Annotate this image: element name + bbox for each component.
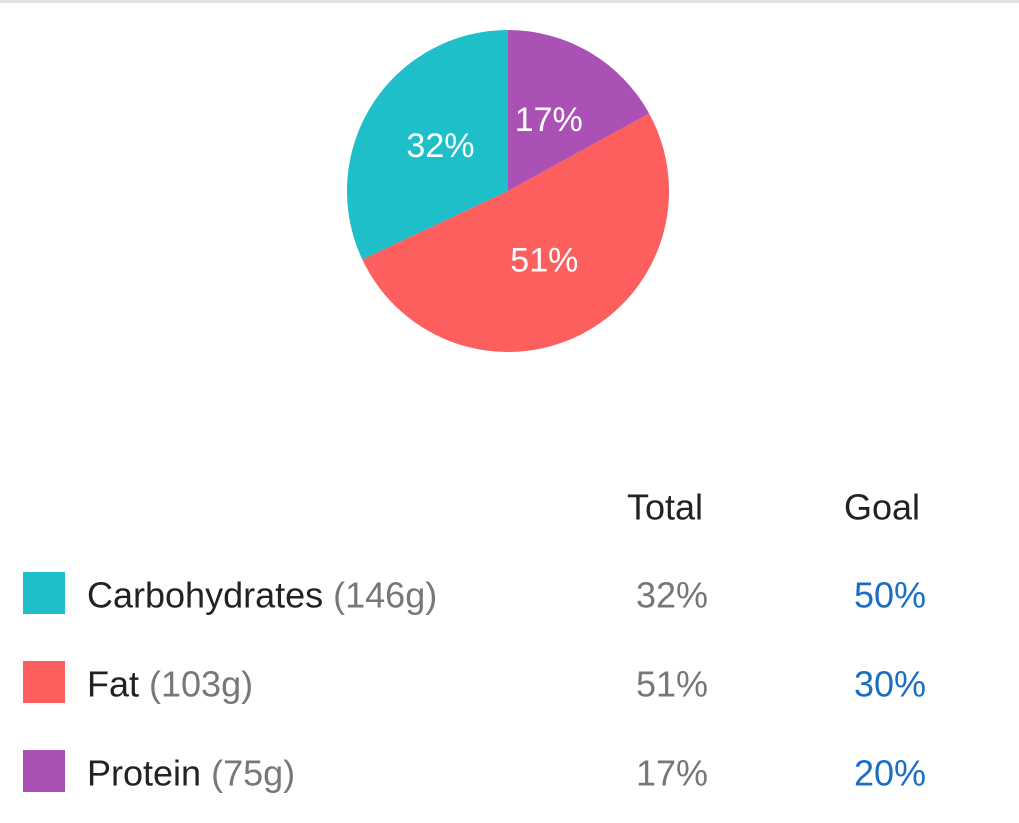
total-percent: 51% xyxy=(636,664,708,705)
total-percent: 17% xyxy=(636,753,708,794)
macro-name: Carbohydrates xyxy=(87,575,323,616)
legend-swatch xyxy=(23,661,65,703)
slice-label: 32% xyxy=(406,127,474,165)
macro-name: Protein xyxy=(87,753,201,794)
slice-label: 17% xyxy=(515,101,583,139)
pie-slice xyxy=(346,30,508,260)
legend-swatch xyxy=(23,572,65,614)
goal-percent: 30% xyxy=(854,664,926,705)
macro-amount: (75g) xyxy=(211,753,295,794)
total-percent: 32% xyxy=(636,575,708,616)
column-header: Total xyxy=(627,487,703,528)
legend-swatch xyxy=(23,750,65,792)
goal-percent: 20% xyxy=(854,753,926,794)
table-rows: Carbohydrates (146g) 32% 50% Fat (103g) 51% 30%… xyxy=(23,572,926,794)
macro-amount: (146g) xyxy=(333,575,437,616)
slice-label: 51% xyxy=(510,241,578,279)
pie-chart: 32% 51% 17% xyxy=(346,30,670,353)
goal-percent: 50% xyxy=(854,575,926,616)
top-border xyxy=(0,0,1019,3)
pie-slice xyxy=(362,113,670,353)
macro-name: Fat xyxy=(87,664,139,705)
column-header: Goal xyxy=(844,487,920,528)
macro-amount: (103g) xyxy=(149,664,253,705)
pie-slice xyxy=(508,30,650,191)
